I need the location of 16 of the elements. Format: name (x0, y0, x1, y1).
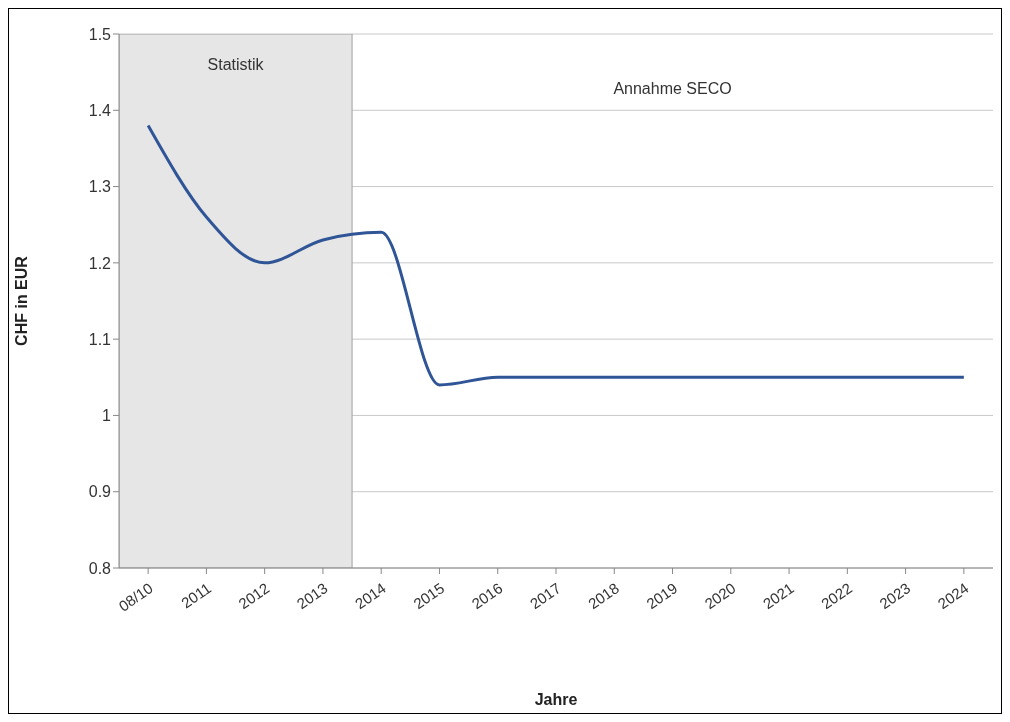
y-tick-label: 1 (102, 407, 112, 425)
annotation: Annahme SECO (612, 80, 733, 98)
y-tick-label: 0.8 (88, 559, 112, 577)
line-series (146, 124, 966, 387)
x-tick-label: 2021 (759, 579, 797, 613)
y-tick-label: 1.3 (88, 178, 112, 196)
x-tick-label: 2019 (643, 579, 681, 613)
y-tick-label: 1.5 (88, 25, 112, 43)
x-axis-title: Jahre (534, 691, 578, 708)
y-tick-label: 1.2 (88, 254, 112, 272)
y-tick-label: 1.4 (88, 101, 112, 119)
y-tick-label: 1.1 (88, 330, 112, 348)
x-tick-label: 2011 (177, 579, 215, 612)
band-label: Statistik (207, 56, 265, 74)
y-axis-title: CHF in EUR (12, 255, 30, 346)
y-tick-label: 0.9 (88, 483, 112, 501)
